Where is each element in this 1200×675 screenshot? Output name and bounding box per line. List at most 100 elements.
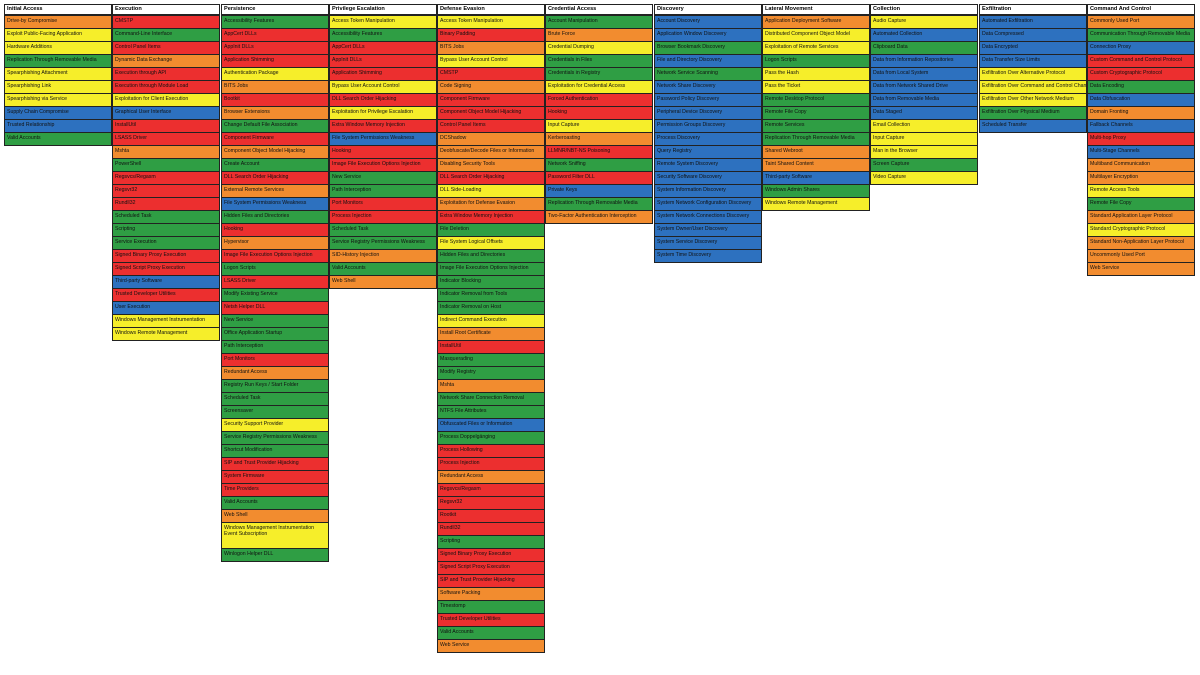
technique-cell[interactable]: Scripting — [437, 536, 545, 549]
technique-cell[interactable]: Man in the Browser — [870, 146, 978, 159]
technique-cell[interactable]: Logon Scripts — [221, 263, 329, 276]
technique-cell[interactable]: Fallback Channels — [1087, 120, 1195, 133]
technique-cell[interactable]: Communication Through Removable Media — [1087, 29, 1195, 42]
technique-cell[interactable]: Windows Remote Management — [762, 198, 870, 211]
technique-cell[interactable]: Process Hollowing — [437, 445, 545, 458]
technique-cell[interactable]: Supply Chain Compromise — [4, 107, 112, 120]
technique-cell[interactable]: Remote Services — [762, 120, 870, 133]
technique-cell[interactable]: Process Injection — [329, 211, 437, 224]
technique-cell[interactable]: Credentials in Registry — [545, 68, 653, 81]
technique-cell[interactable]: Time Providers — [221, 484, 329, 497]
technique-cell[interactable]: Execution through Module Load — [112, 81, 220, 94]
technique-cell[interactable]: Shared Webroot — [762, 146, 870, 159]
technique-cell[interactable]: AppCert DLLs — [221, 29, 329, 42]
technique-cell[interactable]: Web Service — [1087, 263, 1195, 276]
technique-cell[interactable]: Multiband Communication — [1087, 159, 1195, 172]
technique-cell[interactable]: Process Discovery — [654, 133, 762, 146]
technique-cell[interactable]: Third-party Software — [112, 276, 220, 289]
technique-cell[interactable]: DLL Search Order Hijacking — [329, 94, 437, 107]
technique-cell[interactable]: Data from Information Repositories — [870, 55, 978, 68]
technique-cell[interactable]: Replication Through Removable Media — [762, 133, 870, 146]
technique-cell[interactable]: Automated Exfiltration — [979, 16, 1087, 29]
technique-cell[interactable]: Extra Window Memory Injection — [329, 120, 437, 133]
technique-cell[interactable]: Code Signing — [437, 81, 545, 94]
technique-cell[interactable]: Standard Application Layer Protocol — [1087, 211, 1195, 224]
technique-cell[interactable]: Regsvr32 — [112, 185, 220, 198]
technique-cell[interactable]: Authentication Package — [221, 68, 329, 81]
technique-cell[interactable]: Data from Network Shared Drive — [870, 81, 978, 94]
technique-cell[interactable]: SID-History Injection — [329, 250, 437, 263]
technique-cell[interactable]: Remote File Copy — [762, 107, 870, 120]
technique-cell[interactable]: Forced Authentication — [545, 94, 653, 107]
technique-cell[interactable]: Domain Fronting — [1087, 107, 1195, 120]
technique-cell[interactable]: Accessibility Features — [329, 29, 437, 42]
technique-cell[interactable]: Signed Script Proxy Execution — [112, 263, 220, 276]
technique-cell[interactable]: Network Share Discovery — [654, 81, 762, 94]
technique-cell[interactable]: Obfuscated Files or Information — [437, 419, 545, 432]
technique-cell[interactable]: DLL Search Order Hijacking — [221, 172, 329, 185]
technique-cell[interactable]: Service Execution — [112, 237, 220, 250]
technique-cell[interactable]: DLL Search Order Hijacking — [437, 172, 545, 185]
technique-cell[interactable]: Indicator Blocking — [437, 276, 545, 289]
technique-cell[interactable]: Rootkit — [437, 510, 545, 523]
technique-cell[interactable]: Image File Execution Options Injection — [329, 159, 437, 172]
technique-cell[interactable]: Application Shimming — [329, 68, 437, 81]
technique-cell[interactable]: Uncommonly Used Port — [1087, 250, 1195, 263]
technique-cell[interactable]: Scheduled Task — [112, 211, 220, 224]
technique-cell[interactable]: Trusted Relationship — [4, 120, 112, 133]
technique-cell[interactable]: CMSTP — [437, 68, 545, 81]
technique-cell[interactable]: Command-Line Interface — [112, 29, 220, 42]
technique-cell[interactable]: Pass the Ticket — [762, 81, 870, 94]
technique-cell[interactable]: Clipboard Data — [870, 42, 978, 55]
technique-cell[interactable]: Hooking — [221, 224, 329, 237]
technique-cell[interactable]: Data Staged — [870, 107, 978, 120]
technique-cell[interactable]: LLMNR/NBT-NS Poisoning — [545, 146, 653, 159]
technique-cell[interactable]: Data Compressed — [979, 29, 1087, 42]
technique-cell[interactable]: Application Shimming — [221, 55, 329, 68]
technique-cell[interactable]: Office Application Startup — [221, 328, 329, 341]
technique-cell[interactable]: Security Software Discovery — [654, 172, 762, 185]
technique-cell[interactable]: Exploitation for Privilege Escalation — [329, 107, 437, 120]
technique-cell[interactable]: Data Transfer Size Limits — [979, 55, 1087, 68]
technique-cell[interactable]: Extra Window Memory Injection — [437, 211, 545, 224]
technique-cell[interactable]: Scheduled Task — [329, 224, 437, 237]
technique-cell[interactable]: Valid Accounts — [221, 497, 329, 510]
technique-cell[interactable]: File and Directory Discovery — [654, 55, 762, 68]
technique-cell[interactable]: Exploitation for Client Execution — [112, 94, 220, 107]
technique-cell[interactable]: Exploitation of Remote Services — [762, 42, 870, 55]
technique-cell[interactable]: Screen Capture — [870, 159, 978, 172]
technique-cell[interactable]: Distributed Component Object Model — [762, 29, 870, 42]
technique-cell[interactable]: Pass the Hash — [762, 68, 870, 81]
technique-cell[interactable]: File Deletion — [437, 224, 545, 237]
technique-cell[interactable]: Install Root Certificate — [437, 328, 545, 341]
technique-cell[interactable]: Spearphishing via Service — [4, 94, 112, 107]
technique-cell[interactable]: Data Encoding — [1087, 81, 1195, 94]
technique-cell[interactable]: Query Registry — [654, 146, 762, 159]
technique-cell[interactable]: Security Support Provider — [221, 419, 329, 432]
technique-cell[interactable]: Regsvcs/Regasm — [112, 172, 220, 185]
technique-cell[interactable]: Mshta — [437, 380, 545, 393]
technique-cell[interactable]: LSASS Driver — [112, 133, 220, 146]
technique-cell[interactable]: Remote File Copy — [1087, 198, 1195, 211]
technique-cell[interactable]: CMSTP — [112, 16, 220, 29]
technique-cell[interactable]: Scheduled Task — [221, 393, 329, 406]
technique-cell[interactable]: Process Doppelgänging — [437, 432, 545, 445]
technique-cell[interactable]: Data from Local System — [870, 68, 978, 81]
technique-cell[interactable]: Standard Non-Application Layer Protocol — [1087, 237, 1195, 250]
technique-cell[interactable]: Private Keys — [545, 185, 653, 198]
technique-cell[interactable]: BITS Jobs — [221, 81, 329, 94]
technique-cell[interactable]: Spearphishing Link — [4, 81, 112, 94]
technique-cell[interactable]: Path Interception — [329, 185, 437, 198]
technique-cell[interactable]: Timestomp — [437, 601, 545, 614]
technique-cell[interactable]: Netsh Helper DLL — [221, 302, 329, 315]
technique-cell[interactable]: File System Permissions Weakness — [221, 198, 329, 211]
technique-cell[interactable]: Valid Accounts — [4, 133, 112, 146]
technique-cell[interactable]: Exfiltration Over Command and Control Ch… — [979, 81, 1087, 94]
technique-cell[interactable]: Custom Cryptographic Protocol — [1087, 68, 1195, 81]
technique-cell[interactable]: Data Encrypted — [979, 42, 1087, 55]
technique-cell[interactable]: Replication Through Removable Media — [545, 198, 653, 211]
technique-cell[interactable]: Indirect Command Execution — [437, 315, 545, 328]
technique-cell[interactable]: Web Shell — [221, 510, 329, 523]
technique-cell[interactable]: Process Injection — [437, 458, 545, 471]
technique-cell[interactable]: Hooking — [545, 107, 653, 120]
